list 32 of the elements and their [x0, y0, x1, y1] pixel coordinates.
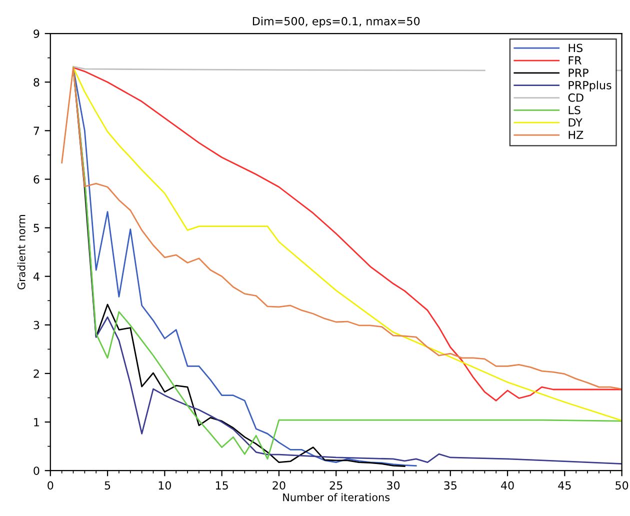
- x-tick-label: 0: [48, 481, 54, 490]
- y-tick-label: 8: [34, 78, 40, 86]
- legend-label: CD: [568, 93, 584, 102]
- legend-label: HZ: [568, 130, 584, 139]
- x-tick-label: 25: [330, 481, 342, 490]
- y-tick-label: 0: [34, 466, 40, 475]
- legend-label: FR: [568, 56, 582, 64]
- legend-label: PRP: [568, 68, 588, 77]
- x-tick-label: 10: [158, 481, 172, 490]
- y-tick-label: 3: [34, 320, 40, 330]
- legend-label: LS: [568, 106, 580, 114]
- y-tick-label: 6: [34, 175, 40, 184]
- y-tick-label: 5: [34, 224, 40, 232]
- x-tick-label: 45: [558, 481, 571, 490]
- legend-label: DY: [568, 118, 582, 127]
- x-tick-label: 20: [272, 481, 286, 490]
- x-tick-label: 40: [501, 481, 514, 490]
- x-tick-label: 35: [444, 481, 456, 490]
- y-tick-label: 7: [34, 126, 40, 135]
- x-tick-label: 15: [216, 481, 228, 490]
- chart-title: Dim=500, eps=0.1, nmax=50: [252, 16, 420, 28]
- x-tick-label: 50: [616, 481, 628, 490]
- y-tick-label: 4: [33, 272, 40, 281]
- legend-label: HS: [568, 44, 583, 52]
- y-axis-title: Gradient norm: [17, 215, 26, 290]
- legend-label: PRPplus: [568, 80, 612, 92]
- x-axis-title: Number of iterations: [283, 493, 390, 502]
- y-tick-label: 9: [34, 30, 40, 38]
- y-tick-label: 1: [34, 418, 39, 426]
- y-tick-label: 2: [34, 369, 39, 378]
- x-tick-label: 30: [387, 481, 400, 490]
- x-tick-label: 5: [104, 481, 110, 490]
